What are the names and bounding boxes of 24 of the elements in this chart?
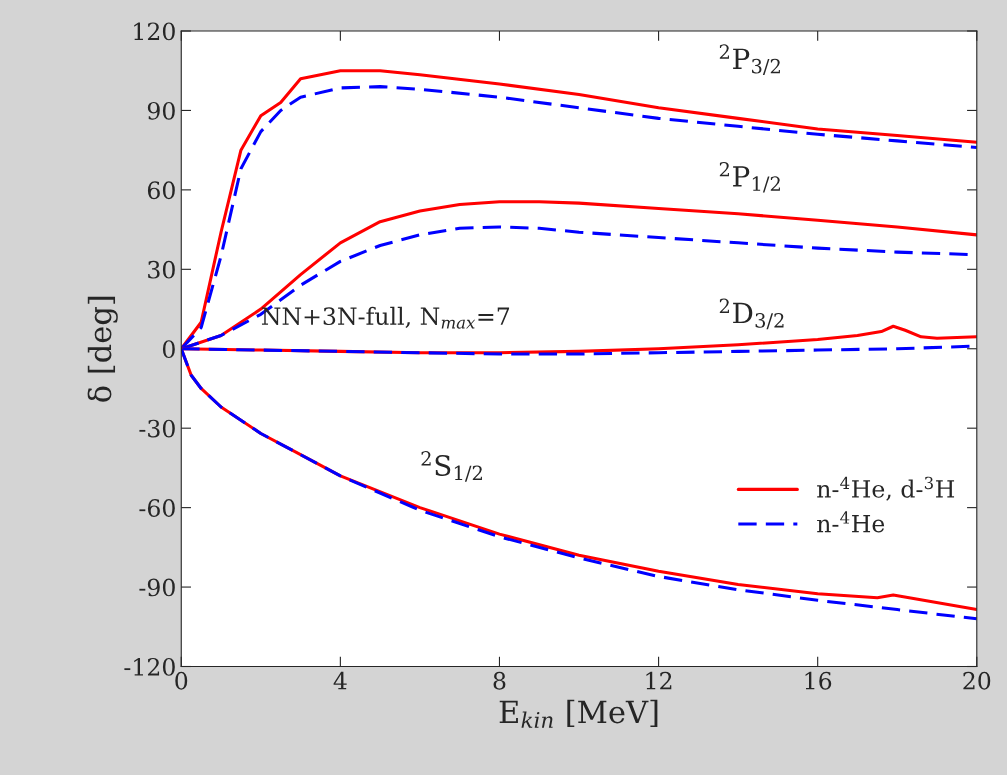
- y-tick-label: 60: [147, 181, 175, 200]
- x-tick-label: 16: [805, 671, 832, 690]
- x-tick-label: 12: [646, 671, 672, 690]
- annotation: $^{2}$P$_{3/2}$: [719, 44, 780, 76]
- annotation: $^{2}$P$_{1/2}$: [719, 161, 780, 193]
- legend-label: n-$^{4}$He, d-$^{3}$H: [817, 476, 955, 501]
- x-tick-label: 8: [493, 671, 506, 690]
- x-tick-label: 20: [963, 671, 991, 690]
- x-axis-title: E$_{kin}$ [MeV]: [499, 699, 658, 728]
- annotation: $^{2}$S$_{1/2}$: [421, 451, 482, 482]
- y-tick-label: 30: [148, 260, 175, 279]
- y-tick-label: 90: [147, 101, 175, 120]
- y-tick-label: -90: [139, 578, 175, 597]
- annotation: $^{2}$D$_{3/2}$: [719, 298, 784, 330]
- legend-label: n-$^{4}$He: [817, 511, 885, 533]
- y-axis-title: δ [deg]: [87, 296, 118, 402]
- y-tick-label: -60: [139, 499, 175, 517]
- y-tick-label: -120: [124, 657, 175, 676]
- y-tick-label: 0: [162, 340, 175, 359]
- annotation: NN+3N-full, N$_{max}$=7: [261, 306, 510, 329]
- x-tick-label: 4: [333, 671, 347, 690]
- y-tick-label: -30: [139, 419, 175, 438]
- y-tick-label: 120: [134, 22, 175, 41]
- x-tick-label: 0: [175, 671, 188, 690]
